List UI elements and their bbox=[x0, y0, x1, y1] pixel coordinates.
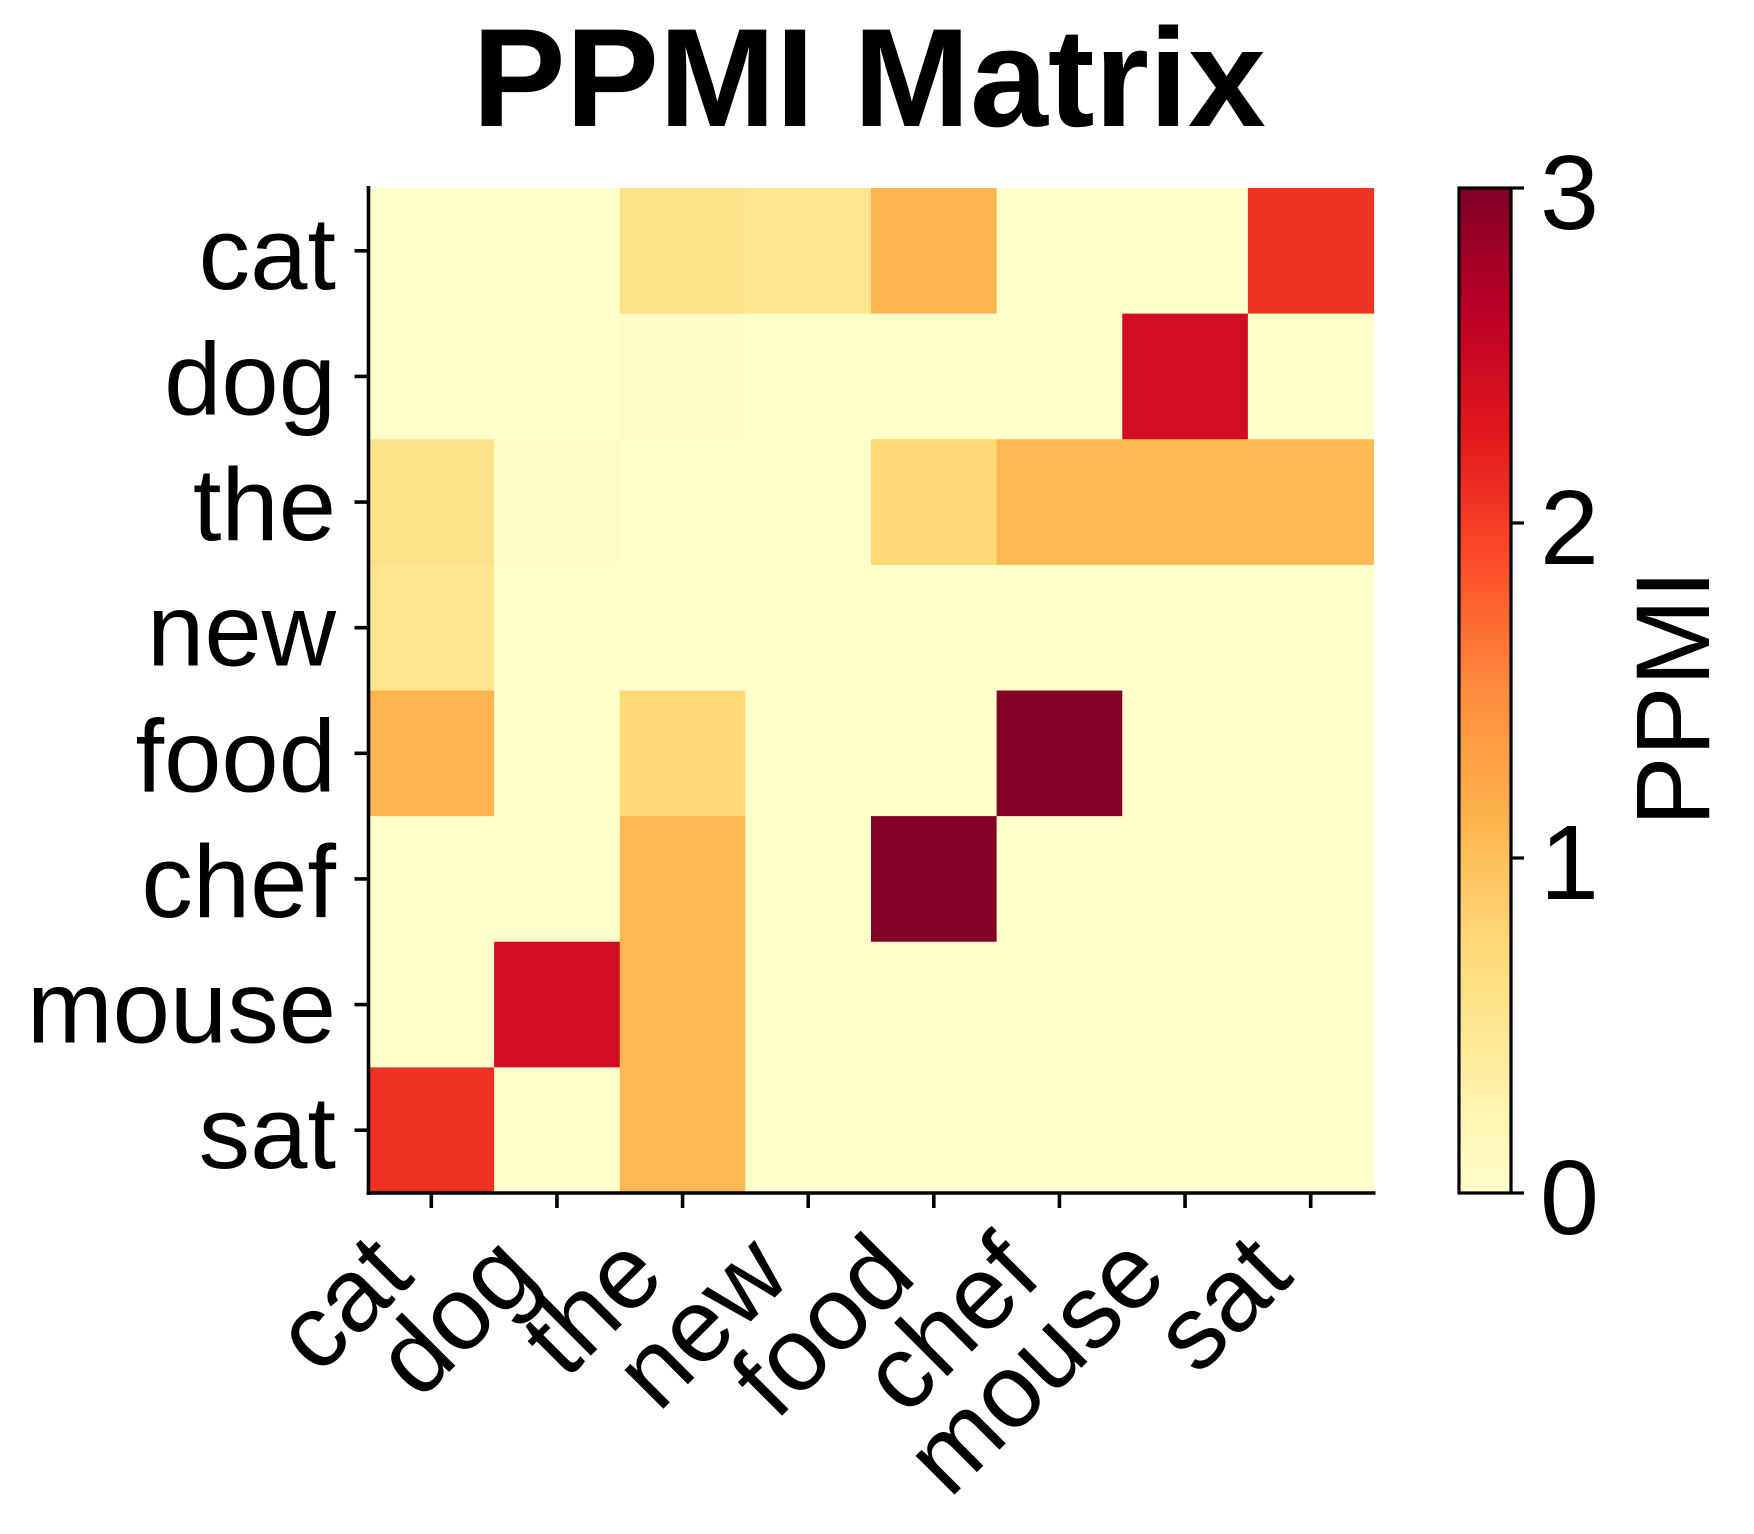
svg-text:0: 0 bbox=[1540, 1139, 1599, 1257]
svg-text:2: 2 bbox=[1540, 469, 1599, 587]
svg-text:mouse: mouse bbox=[27, 950, 336, 1065]
svg-text:the: the bbox=[193, 447, 336, 562]
svg-text:chef: chef bbox=[141, 824, 336, 939]
svg-text:new: new bbox=[147, 573, 337, 688]
svg-text:3: 3 bbox=[1540, 134, 1599, 252]
svg-text:dog: dog bbox=[164, 321, 336, 436]
svg-text:food: food bbox=[136, 698, 336, 813]
svg-text:cat: cat bbox=[199, 196, 336, 311]
svg-text:PPMI: PPMI bbox=[1615, 570, 1732, 827]
svg-text:sat: sat bbox=[199, 1075, 336, 1190]
svg-text:1: 1 bbox=[1540, 804, 1599, 922]
svg-text:PPMI Matrix: PPMI Matrix bbox=[472, 0, 1266, 156]
